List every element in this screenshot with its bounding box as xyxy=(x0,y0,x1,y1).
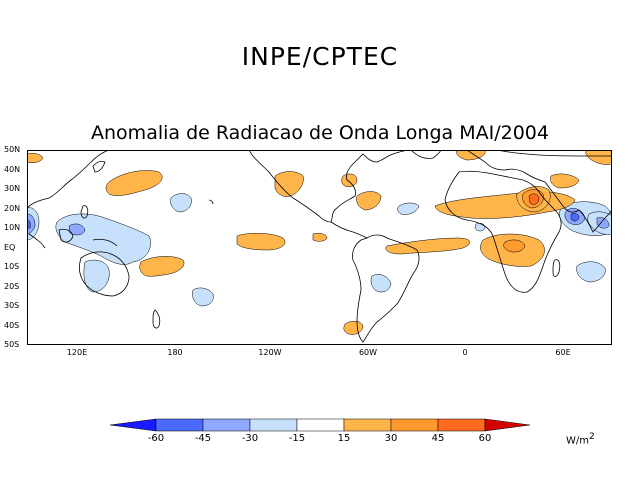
legend-tick: 30 xyxy=(384,433,398,444)
anomaly-positive-atlantic-equatorial xyxy=(385,237,470,255)
anomaly-positive-arabia-core xyxy=(528,193,540,205)
coastline-australia xyxy=(79,251,130,297)
coastline-sumatra xyxy=(28,233,46,249)
anomaly-negative-equatorial-atlantic xyxy=(474,222,486,232)
anomaly-positive-gulf xyxy=(341,173,358,187)
legend-swatch xyxy=(202,418,251,432)
map-title: Anomalia de Radiacao de Onda Longa MAI/2… xyxy=(91,122,549,144)
coastline-central-america xyxy=(330,221,368,239)
anomaly-negative-south-pacific xyxy=(192,287,214,307)
anomaly-positive-west-pacific-south xyxy=(139,256,185,277)
coastline-arabia xyxy=(544,181,580,213)
legend-tick: -15 xyxy=(288,433,306,444)
legend-swatch xyxy=(390,418,439,432)
coastlines xyxy=(27,150,612,343)
anomaly-negative-atlantic-north xyxy=(397,202,420,215)
anomaly-positive-east-africa-core xyxy=(503,239,526,253)
coastline-japan xyxy=(92,160,106,173)
legend-tick: -60 xyxy=(147,433,165,444)
legend-swatch xyxy=(296,418,345,432)
coastline-hawaii xyxy=(208,199,214,205)
legend-swatch xyxy=(155,418,204,432)
anomaly-positive-east-pacific xyxy=(236,233,286,251)
lat-label: 50N xyxy=(4,145,21,154)
map-frame xyxy=(27,150,612,345)
legend-unit-exponent: 2 xyxy=(589,432,595,442)
legend-swatch xyxy=(249,418,298,432)
legend-swatch xyxy=(437,418,486,432)
lat-label: EQ xyxy=(4,243,16,252)
legend-tick: 60 xyxy=(478,433,492,444)
lat-label: 30S xyxy=(4,301,20,310)
anomaly-negative-australia xyxy=(83,259,110,293)
legend-swatch xyxy=(343,418,392,432)
lon-label: 0 xyxy=(462,348,468,357)
anomaly-positive-north-africa xyxy=(456,150,486,161)
anomaly-positive-north-arabia xyxy=(550,173,580,189)
anomaly-positive-north-pacific xyxy=(105,170,163,196)
anomaly-positive-south-america-south xyxy=(343,321,364,335)
legend-unit: W/m2 xyxy=(566,432,595,446)
anomaly-positive-baja xyxy=(274,171,304,197)
coastline-north-america xyxy=(248,150,412,223)
coastline-south-america xyxy=(352,234,420,343)
lon-label: 60W xyxy=(358,348,378,357)
anomaly-negative-east-africa-core xyxy=(570,212,580,222)
coastline-africa xyxy=(444,170,562,293)
lat-label: 20S xyxy=(4,282,20,291)
lon-label: 60E xyxy=(555,348,571,357)
coastline-borneo xyxy=(58,228,74,243)
legend-swatch-min xyxy=(110,418,157,432)
color-legend xyxy=(110,418,530,432)
lat-label: 10S xyxy=(4,262,20,271)
coastline-philippines xyxy=(80,205,89,219)
lat-label: 20N xyxy=(4,204,21,213)
coastline-new-zealand xyxy=(152,309,161,329)
legend-unit-text: W/m xyxy=(566,435,589,447)
legend-tick: 15 xyxy=(337,433,351,444)
anomaly-map xyxy=(27,150,612,345)
lat-label: 40N xyxy=(4,165,21,174)
coastline-europe xyxy=(466,150,546,183)
legend-tick: -30 xyxy=(241,433,259,444)
anomaly-negative-west-pacific-core xyxy=(68,223,86,236)
anomaly-negative-central-pacific xyxy=(170,193,192,213)
lat-label: 50S xyxy=(4,340,20,349)
anomaly-positive-siberia xyxy=(585,150,612,165)
coastline-madagascar xyxy=(552,259,561,277)
anomaly-positive-central-america xyxy=(312,232,328,242)
lon-label: 120W xyxy=(258,348,282,357)
legend-tick: 45 xyxy=(431,433,445,444)
lon-label: 180 xyxy=(167,348,183,357)
anomaly-negative-indian-ocean-core xyxy=(27,213,36,235)
coastline-greenland xyxy=(410,150,442,159)
positive-anomaly-areas xyxy=(27,150,612,335)
anomaly-positive-caribbean xyxy=(356,191,382,211)
anomaly-negative-south-indian xyxy=(576,261,606,283)
anomaly-positive-north-indian xyxy=(27,152,44,164)
coastline-asia-north xyxy=(496,150,612,157)
page-title: INPE/CPTEC xyxy=(241,42,399,71)
coastline-east-asia xyxy=(27,150,110,209)
coastline-new-guinea xyxy=(92,238,118,247)
lon-label: 120E xyxy=(66,348,88,357)
legend-tick: -45 xyxy=(194,433,212,444)
lat-label: 10N xyxy=(4,223,21,232)
lat-label: 30N xyxy=(4,184,21,193)
legend-swatch-max xyxy=(484,418,530,432)
lat-label: 40S xyxy=(4,321,20,330)
anomaly-negative-south-america xyxy=(370,274,392,293)
anomaly-positive-sahara xyxy=(434,191,576,219)
